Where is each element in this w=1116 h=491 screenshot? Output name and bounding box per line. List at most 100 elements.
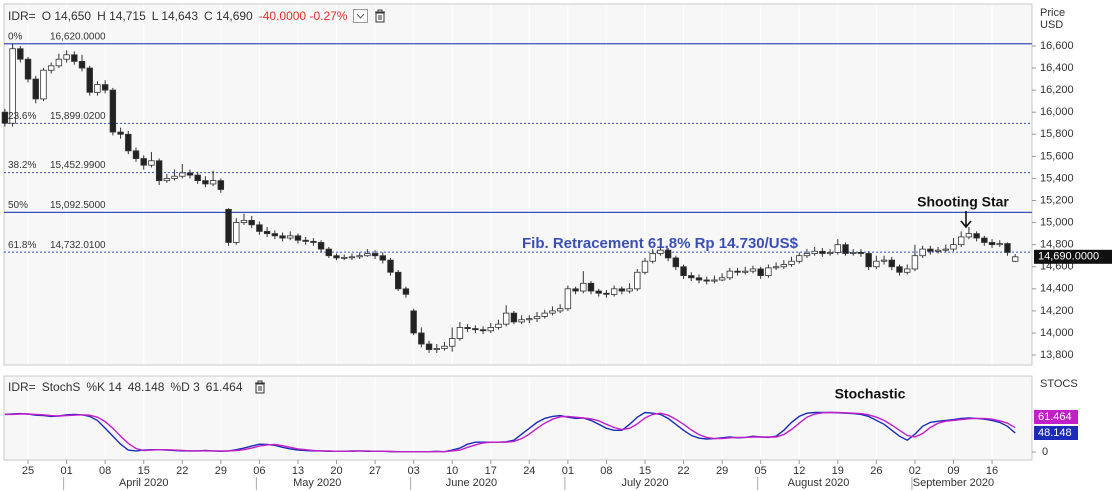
candle-body: [356, 255, 363, 258]
candle-body: [109, 89, 117, 133]
candle-body: [957, 236, 965, 246]
y-tick-label: 14,400: [1040, 283, 1074, 295]
candle-body: [17, 48, 24, 60]
candle-body: [86, 67, 93, 93]
candle-body: [371, 253, 379, 257]
candle-body: [240, 219, 248, 223]
y-tick-label: 15,200: [1040, 194, 1074, 206]
fib-label: 0%: [8, 31, 23, 42]
candle-body: [117, 131, 124, 135]
candle-body: [256, 224, 263, 232]
candle-body: [40, 69, 47, 100]
candle-body: [63, 54, 70, 60]
x-tick-label: 15: [639, 465, 651, 477]
candle-body: [294, 235, 302, 241]
month-label: August 2020: [788, 477, 850, 489]
candle-body: [541, 312, 548, 317]
candle-body: [101, 84, 109, 91]
candle-body: [865, 253, 872, 268]
candle-body: [479, 329, 487, 332]
x-tick-label: 02: [909, 465, 921, 477]
candle-body: [803, 253, 811, 257]
annotation-arrow: [960, 211, 972, 229]
candle-body: [348, 256, 356, 259]
y-tick-label: 14,000: [1040, 327, 1074, 339]
annotation: Shooting Star: [917, 194, 1009, 210]
y-tick-label: 15,000: [1040, 216, 1074, 228]
fib-value-label: 15,899.0200: [50, 111, 106, 122]
x-tick-label: 19: [832, 465, 844, 477]
candle-body: [518, 319, 525, 323]
header-item: IDR=: [8, 9, 36, 23]
header-item: O 14,650: [41, 9, 92, 23]
candle-body: [981, 237, 988, 243]
x-tick-label: 12: [793, 465, 805, 477]
candle-body: [649, 253, 656, 262]
candle-body: [796, 255, 803, 262]
candle-body: [402, 288, 410, 295]
candle-body: [734, 270, 741, 273]
candle-body: [310, 240, 317, 243]
candle-body: [24, 58, 32, 80]
y-axis-title: USD: [1040, 19, 1063, 31]
fib-label: 38.2%: [8, 160, 36, 171]
candle-body: [287, 235, 294, 239]
y-tick-label: 15,600: [1040, 150, 1074, 162]
candle-body: [819, 250, 826, 254]
candle-body: [711, 279, 718, 282]
candle-body: [317, 242, 325, 250]
candle-body: [664, 249, 672, 259]
candle-body: [217, 180, 225, 190]
dropdown-icon[interactable]: [353, 9, 369, 23]
candle-body: [688, 275, 695, 279]
candle-body: [263, 231, 271, 235]
candle-body: [441, 345, 448, 349]
candle-body: [996, 243, 1003, 246]
delete-icon[interactable]: [373, 9, 387, 23]
y-tick-label: 13,800: [1040, 349, 1074, 361]
candle-body: [341, 256, 348, 259]
fib-value-label: 14,732.0100: [50, 240, 106, 251]
candle-body: [988, 242, 996, 246]
candle-body: [248, 219, 255, 226]
header-item: H 14,715: [97, 9, 146, 23]
candle-body: [279, 235, 286, 239]
candle-body: [387, 259, 394, 273]
candle-body: [202, 180, 209, 185]
delete-icon[interactable]: [253, 380, 267, 394]
candle-body: [155, 160, 163, 182]
candle-body: [850, 251, 857, 254]
candle-body: [209, 180, 217, 185]
x-tick-label: 29: [716, 465, 728, 477]
candle-body: [179, 172, 186, 177]
candle-body: [950, 244, 957, 250]
fib-value-label: 16,620.0000: [50, 31, 106, 42]
y-tick-label: 16,400: [1040, 62, 1074, 74]
candle-body: [749, 268, 757, 272]
candle-body: [448, 338, 456, 347]
candle-body: [425, 343, 433, 350]
candle-body: [880, 259, 888, 262]
candle-body: [549, 310, 556, 314]
candle-body: [857, 251, 865, 254]
candle-body: [271, 233, 279, 237]
candle-body: [919, 248, 926, 257]
candle-body: [564, 288, 572, 310]
candle-body: [672, 257, 680, 268]
y-tick-label: 16,600: [1040, 40, 1074, 52]
x-tick-label: 01: [60, 465, 72, 477]
candle-body: [225, 208, 232, 243]
candle-body: [896, 266, 903, 273]
candle-body: [811, 250, 818, 254]
candle-body: [927, 248, 934, 252]
last-value-label: 61.464: [1038, 411, 1072, 423]
y-tick-label: 14,800: [1040, 239, 1074, 251]
candle-body: [788, 260, 795, 265]
x-tick-label: 27: [369, 465, 381, 477]
x-tick-label: 05: [755, 465, 767, 477]
y-tick-label: 16,000: [1040, 106, 1074, 118]
candle-body: [911, 255, 919, 270]
candle-body: [78, 61, 86, 69]
